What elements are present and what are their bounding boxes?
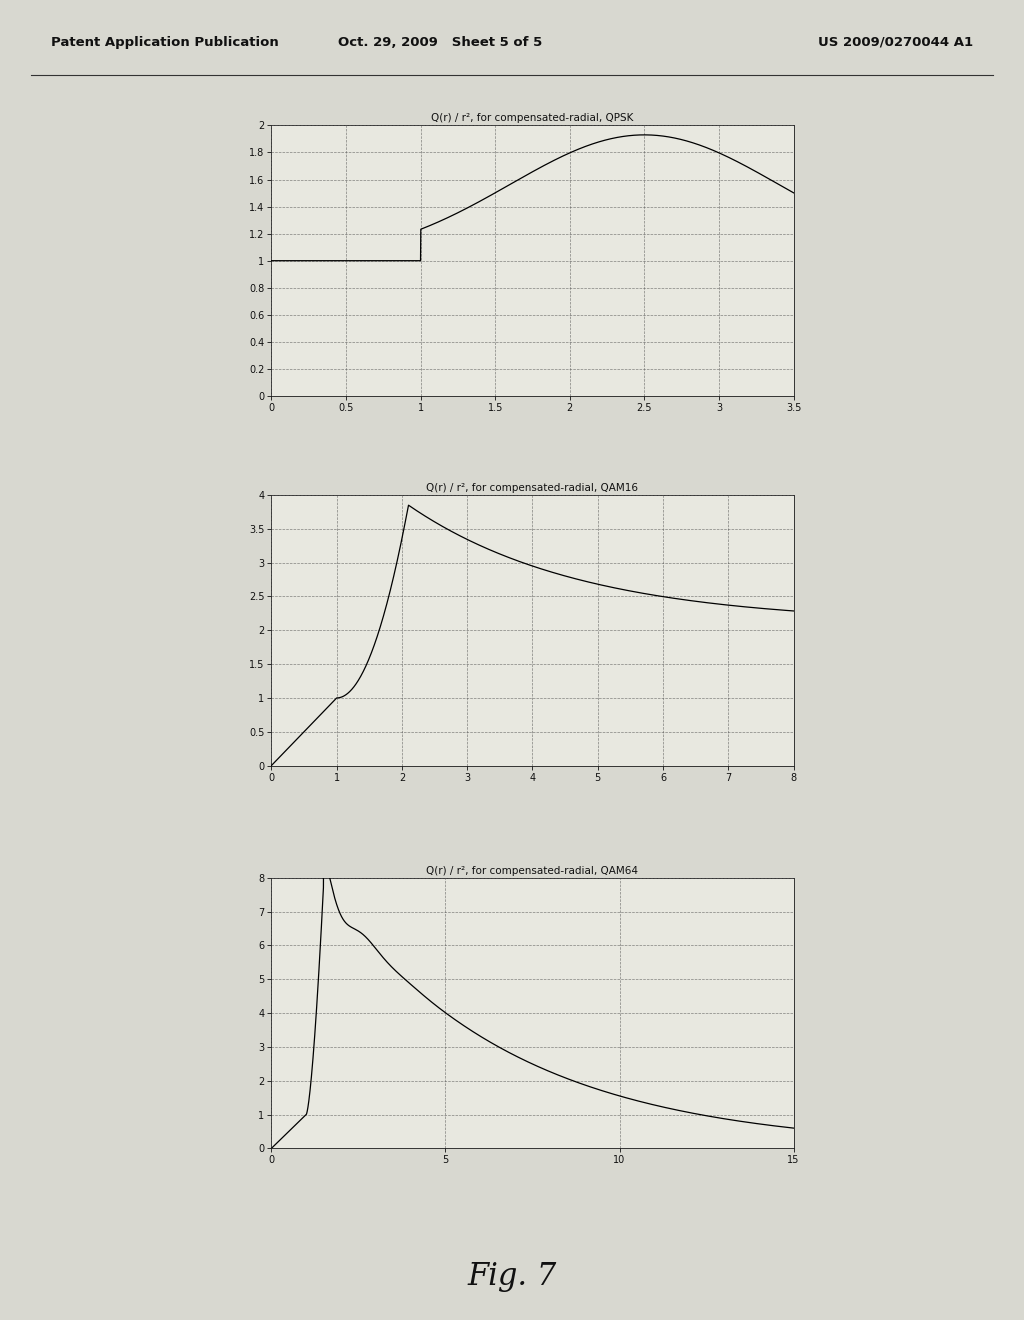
Text: US 2009/0270044 A1: US 2009/0270044 A1: [818, 36, 973, 49]
Text: Oct. 29, 2009   Sheet 5 of 5: Oct. 29, 2009 Sheet 5 of 5: [338, 36, 543, 49]
Text: Patent Application Publication: Patent Application Publication: [51, 36, 279, 49]
Title: Q(r) / r², for compensated-radial, QAM16: Q(r) / r², for compensated-radial, QAM16: [426, 483, 639, 492]
Title: Q(r) / r², for compensated-radial, QAM64: Q(r) / r², for compensated-radial, QAM64: [426, 866, 639, 875]
Title: Q(r) / r², for compensated-radial, QPSK: Q(r) / r², for compensated-radial, QPSK: [431, 114, 634, 123]
Text: Fig. 7: Fig. 7: [467, 1261, 557, 1292]
